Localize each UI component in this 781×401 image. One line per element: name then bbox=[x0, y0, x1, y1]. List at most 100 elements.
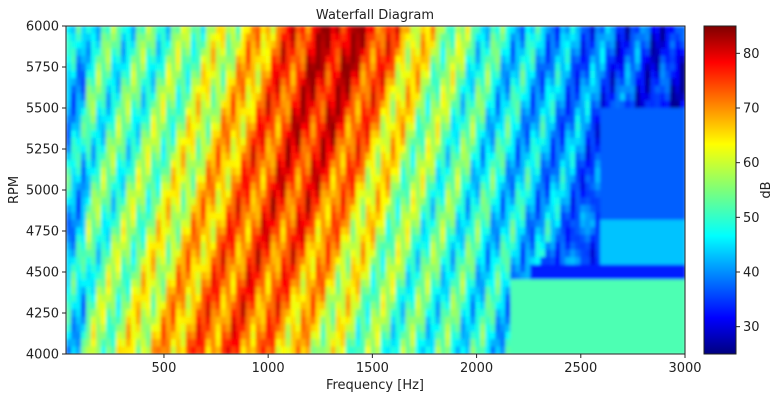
heatmap-cell bbox=[625, 257, 631, 266]
heatmap-cell bbox=[410, 175, 417, 184]
heatmap-cell bbox=[290, 279, 297, 288]
heatmap-cell bbox=[510, 324, 517, 333]
heatmap-cell bbox=[475, 242, 482, 251]
heatmap-cell bbox=[245, 175, 252, 184]
heatmap-cell bbox=[365, 175, 372, 184]
heatmap-cell bbox=[145, 167, 152, 176]
heatmap-cell bbox=[66, 324, 72, 333]
heatmap-cell bbox=[305, 346, 312, 354]
heatmap-cell bbox=[430, 55, 437, 65]
heatmap-cell bbox=[290, 242, 297, 251]
heatmap-cell bbox=[530, 264, 537, 273]
heatmap-cell bbox=[375, 197, 382, 206]
heatmap-cell bbox=[260, 137, 267, 147]
heatmap-cell bbox=[545, 242, 552, 251]
heatmap-cell bbox=[455, 234, 462, 244]
heatmap-cell bbox=[450, 301, 457, 311]
heatmap-cell bbox=[135, 279, 142, 288]
heatmap-cell bbox=[275, 26, 282, 35]
heatmap-cell bbox=[480, 212, 487, 221]
heatmap-cell bbox=[605, 272, 612, 281]
heatmap-cell bbox=[540, 204, 547, 214]
heatmap-cell bbox=[310, 219, 317, 229]
heatmap-cell bbox=[75, 152, 82, 162]
heatmap-cell bbox=[590, 234, 597, 244]
heatmap-cell bbox=[505, 264, 512, 273]
heatmap-cell bbox=[410, 167, 417, 176]
heatmap-cell bbox=[95, 152, 102, 162]
heatmap-cell bbox=[255, 55, 262, 65]
heatmap-cell bbox=[100, 182, 107, 191]
heatmap-cell bbox=[550, 301, 557, 311]
heatmap-cell bbox=[580, 48, 587, 57]
heatmap-cell bbox=[270, 160, 277, 169]
heatmap-cell bbox=[455, 160, 462, 169]
heatmap-cell bbox=[220, 234, 227, 244]
heatmap-cell bbox=[75, 324, 82, 333]
heatmap-cell bbox=[560, 70, 567, 80]
heatmap-cell bbox=[320, 272, 327, 281]
heatmap-cell bbox=[465, 93, 472, 102]
heatmap-cell bbox=[370, 257, 377, 266]
heatmap-cell bbox=[220, 48, 227, 57]
heatmap-cell bbox=[275, 70, 282, 80]
heatmap-cell bbox=[165, 26, 172, 35]
heatmap-cell bbox=[455, 40, 462, 50]
heatmap-cell bbox=[610, 286, 617, 296]
heatmap-cell bbox=[80, 182, 87, 191]
heatmap-cell bbox=[375, 331, 382, 340]
heatmap-cell bbox=[250, 182, 257, 191]
heatmap-cell bbox=[275, 197, 282, 206]
heatmap-cell bbox=[230, 33, 237, 42]
heatmap-cell bbox=[260, 48, 267, 57]
heatmap-cell bbox=[115, 115, 122, 124]
heatmap-cell bbox=[155, 339, 162, 348]
heatmap-cell bbox=[100, 108, 107, 117]
heatmap-cell bbox=[540, 301, 547, 311]
heatmap-cell bbox=[450, 324, 457, 333]
heatmap-cell bbox=[540, 100, 547, 109]
heatmap-cell bbox=[85, 26, 92, 35]
heatmap-cell bbox=[560, 100, 567, 109]
heatmap-cell bbox=[150, 324, 157, 333]
heatmap-cell bbox=[245, 286, 252, 296]
heatmap-cell bbox=[490, 26, 497, 35]
heatmap-cell bbox=[100, 242, 107, 251]
heatmap-cell bbox=[415, 63, 422, 72]
heatmap-cell bbox=[415, 115, 422, 124]
heatmap-cell bbox=[440, 204, 447, 214]
heatmap-cell bbox=[535, 108, 542, 117]
heatmap-cell bbox=[580, 85, 587, 94]
heatmap-cell bbox=[66, 115, 72, 124]
heatmap-cell bbox=[490, 63, 497, 72]
heatmap-cell bbox=[365, 108, 372, 117]
heatmap-cell bbox=[580, 257, 587, 266]
heatmap-cell bbox=[350, 122, 357, 132]
heatmap-cell bbox=[455, 324, 462, 333]
heatmap-cell bbox=[480, 108, 487, 117]
heatmap-cell bbox=[110, 316, 117, 326]
heatmap-cell bbox=[270, 152, 277, 162]
heatmap-cell bbox=[120, 264, 127, 273]
heatmap-cell bbox=[630, 85, 636, 94]
heatmap-cell bbox=[190, 48, 197, 57]
heatmap-cell bbox=[580, 197, 587, 206]
heatmap-cell bbox=[110, 70, 117, 80]
heatmap-cell bbox=[130, 182, 137, 191]
heatmap-cell bbox=[310, 160, 317, 169]
heatmap-cell bbox=[600, 182, 607, 191]
heatmap-cell bbox=[285, 324, 292, 333]
heatmap-cell bbox=[450, 78, 457, 87]
heatmap-cell bbox=[400, 175, 407, 184]
heatmap-cell bbox=[390, 339, 397, 348]
heatmap-cell bbox=[75, 279, 82, 288]
heatmap-cell bbox=[215, 339, 222, 348]
heatmap-cell bbox=[410, 33, 417, 42]
heatmap-cell bbox=[250, 324, 257, 333]
heatmap-cell bbox=[155, 70, 162, 80]
heatmap-cell bbox=[435, 100, 442, 109]
heatmap-cell bbox=[515, 152, 522, 162]
heatmap-cell bbox=[450, 175, 457, 184]
heatmap-cell bbox=[105, 122, 112, 132]
heatmap-cell bbox=[115, 130, 122, 139]
